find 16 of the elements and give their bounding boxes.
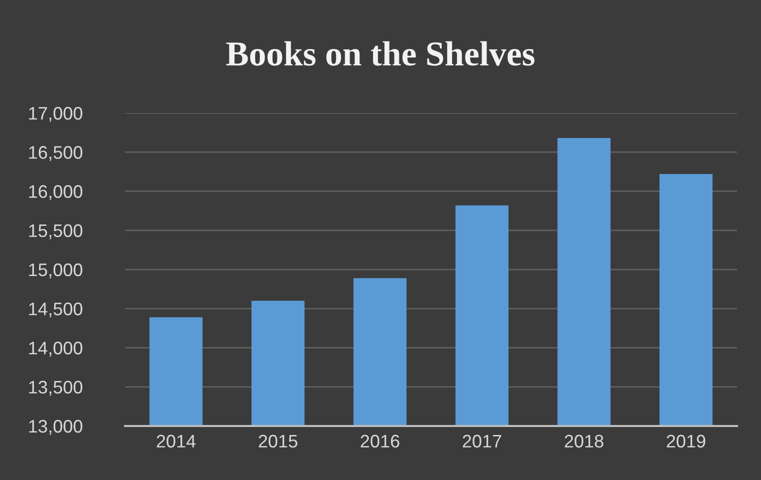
x-tick-label: 2017 <box>462 434 502 448</box>
x-tick-label: 2018 <box>564 434 604 448</box>
x-tick-label: 2019 <box>666 434 706 448</box>
x-tick-label: 2016 <box>360 434 400 448</box>
chart-title: Books on the Shelves <box>226 41 534 66</box>
y-tick-label: 13,500 <box>29 380 82 396</box>
y-tick-label: 15,000 <box>29 263 82 278</box>
y-tick-label: 16,000 <box>29 185 82 200</box>
x-tick-label: 2015 <box>258 434 298 448</box>
y-tick-label: 16,500 <box>29 146 82 161</box>
x-tick-label: 2014 <box>156 434 196 448</box>
y-tick-label: 13,000 <box>29 420 82 435</box>
y-tick-label: 14,500 <box>29 302 82 318</box>
y-tick-label: 14,000 <box>29 342 82 357</box>
y-tick-label: 15,500 <box>29 224 82 240</box>
y-tick-label: 17,000 <box>29 106 82 122</box>
